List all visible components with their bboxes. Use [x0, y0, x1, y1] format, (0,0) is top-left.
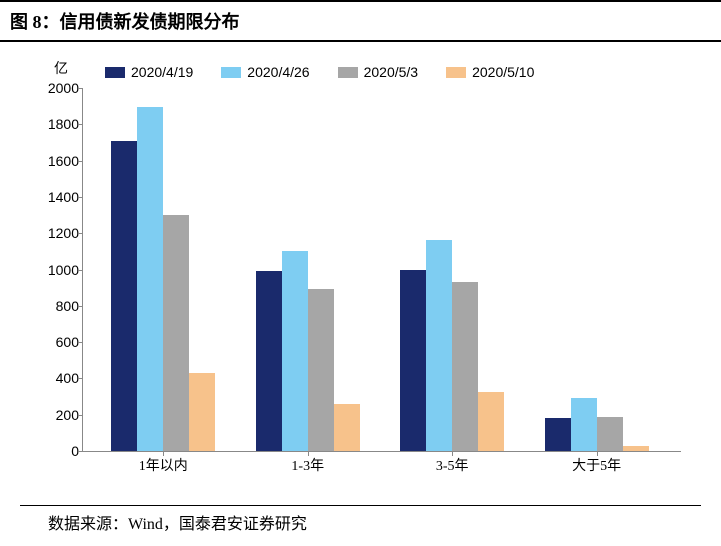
bar-group	[400, 240, 504, 451]
legend-label: 2020/5/3	[364, 64, 419, 80]
y-tick-mark	[78, 342, 83, 343]
bar	[478, 392, 504, 451]
x-tick-mark	[452, 451, 453, 456]
bar	[189, 373, 215, 451]
y-tick-mark	[78, 197, 83, 198]
y-tick-label: 1400	[39, 189, 79, 205]
bar	[426, 240, 452, 451]
y-tick-label: 800	[39, 298, 79, 314]
legend-swatch	[338, 67, 358, 78]
bar	[308, 289, 334, 451]
y-axis-unit: 亿	[54, 58, 68, 78]
x-tick-mark	[308, 451, 309, 456]
y-tick-label: 400	[39, 370, 79, 386]
legend-swatch	[446, 67, 466, 78]
bar	[623, 446, 649, 451]
y-tick-mark	[78, 270, 83, 271]
y-tick-mark	[78, 88, 83, 89]
source-divider	[20, 505, 701, 506]
bar	[137, 107, 163, 451]
x-tick-mark	[597, 451, 598, 456]
legend-label: 2020/4/26	[247, 64, 309, 80]
x-axis-label: 1-3年	[291, 455, 324, 475]
bar-group	[545, 398, 649, 451]
y-tick-label: 0	[39, 443, 79, 459]
legend: 2020/4/19 2020/4/26 2020/5/3 2020/5/10	[105, 64, 534, 80]
bar	[282, 251, 308, 451]
chart-area: 亿 2020/4/192020/4/262020/5/32020/5/10 02…	[20, 62, 691, 482]
y-tick-mark	[78, 378, 83, 379]
x-axis-label: 大于5年	[572, 455, 621, 475]
bar	[452, 282, 478, 451]
source-line: 数据来源：Wind，国泰君安证券研究	[48, 510, 307, 534]
bar-group	[256, 251, 360, 451]
legend-label: 2020/5/10	[472, 64, 534, 80]
y-tick-mark	[78, 306, 83, 307]
legend-swatch	[221, 67, 241, 78]
y-tick-label: 200	[39, 407, 79, 423]
plot-region: 02004006008001000120014001600180020001年以…	[82, 88, 681, 452]
y-tick-mark	[78, 415, 83, 416]
bar	[545, 418, 571, 451]
y-tick-mark	[78, 233, 83, 234]
legend-item: 2020/5/3	[338, 64, 419, 80]
source-text: Wind，国泰君安证券研究	[128, 516, 307, 533]
figure-title-bar: 图 8：信用债新发债期限分布	[0, 0, 721, 42]
bar	[111, 141, 137, 451]
x-axis-label: 3-5年	[436, 455, 469, 475]
legend-item: 2020/5/10	[446, 64, 534, 80]
figure-title: 信用债新发债期限分布	[60, 12, 240, 32]
x-tick-mark	[163, 451, 164, 456]
bar	[597, 417, 623, 451]
legend-item: 2020/4/19	[105, 64, 193, 80]
bar	[256, 271, 282, 451]
y-tick-label: 1800	[39, 116, 79, 132]
y-tick-label: 600	[39, 334, 79, 350]
figure-number: 图 8：	[10, 12, 60, 32]
y-tick-label: 1600	[39, 153, 79, 169]
bar	[400, 270, 426, 452]
x-axis-label: 1年以内	[139, 455, 188, 475]
source-label: 数据来源：	[48, 516, 128, 533]
y-tick-mark	[78, 161, 83, 162]
legend-swatch	[105, 67, 125, 78]
bar	[571, 398, 597, 451]
bar	[163, 215, 189, 451]
y-tick-label: 2000	[39, 80, 79, 96]
legend-item: 2020/4/26	[221, 64, 309, 80]
y-tick-mark	[78, 124, 83, 125]
bar	[334, 404, 360, 451]
y-tick-label: 1000	[39, 262, 79, 278]
y-tick-mark	[78, 451, 83, 452]
bar-group	[111, 107, 215, 451]
y-tick-label: 1200	[39, 225, 79, 241]
legend-label: 2020/4/19	[131, 64, 193, 80]
